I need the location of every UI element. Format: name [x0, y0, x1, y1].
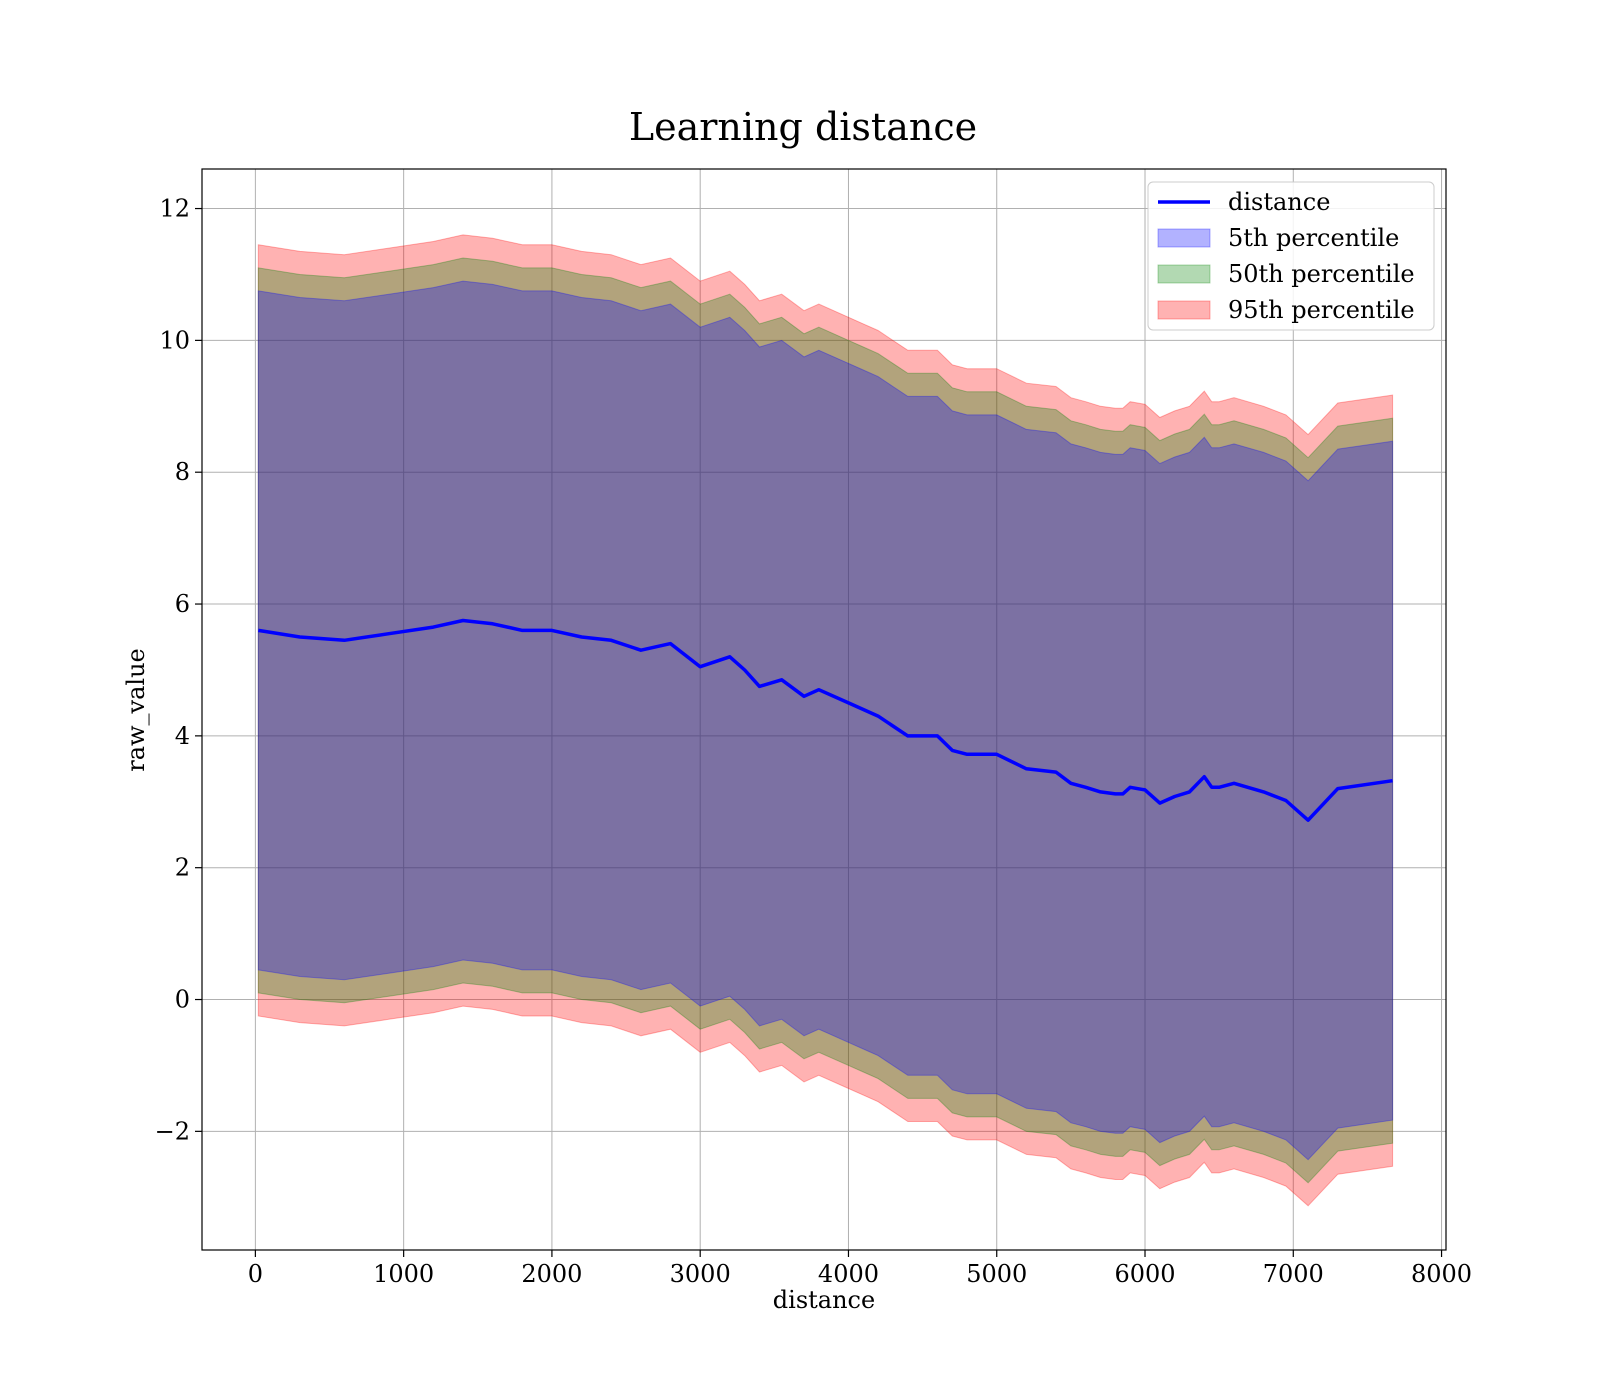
legend: distance 5th percentile 50th percentile 95t…	[1147, 181, 1435, 331]
band-5th-percentile	[257, 280, 1394, 1161]
legend-swatch	[1157, 228, 1211, 248]
legend-label: 5th percentile	[1228, 224, 1399, 252]
x-tick-label: 5000	[966, 1260, 1027, 1288]
x-tick-label: 4000	[818, 1260, 879, 1288]
line-distance	[258, 618, 1393, 822]
band-95th-percentile	[257, 234, 1394, 1207]
plot-frame	[201, 168, 1447, 1251]
x-axis-label: distance	[773, 1286, 875, 1314]
series-lines	[258, 618, 1393, 822]
x-tick-label: 7000	[1263, 1260, 1324, 1288]
y-tick-label: 2	[175, 854, 190, 882]
y-tick-label: −2	[155, 1117, 190, 1145]
y-tick-label: 6	[175, 590, 190, 618]
band-50th-percentile	[257, 257, 1394, 1184]
percentile-bands	[257, 234, 1394, 1207]
y-tick-label: 12	[159, 195, 190, 223]
x-tick-label: 6000	[1114, 1260, 1175, 1288]
plot-area	[202, 169, 1446, 1250]
chart-title: Learning distance	[629, 105, 977, 149]
y-tick-label: 0	[175, 986, 190, 1014]
y-tick-label: 10	[159, 326, 190, 354]
legend-label: 50th percentile	[1228, 260, 1415, 288]
y-axis-ticks: 12 10 8 6 4 2 0 −2	[155, 195, 202, 1145]
grid	[202, 169, 1446, 1250]
x-axis-ticks: 0 1000 2000 3000 4000 5000 6000 7000 8000	[248, 1250, 1472, 1288]
legend-box	[1147, 181, 1435, 331]
x-tick-label: 8000	[1411, 1260, 1472, 1288]
legend-label: 95th percentile	[1228, 296, 1415, 324]
x-tick-label: 0	[248, 1260, 263, 1288]
y-tick-label: 8	[175, 458, 190, 486]
y-tick-label: 4	[175, 722, 190, 750]
x-tick-label: 2000	[521, 1260, 582, 1288]
x-tick-label: 1000	[373, 1260, 434, 1288]
x-tick-label: 3000	[670, 1260, 731, 1288]
legend-label: distance	[1228, 188, 1330, 216]
legend-swatch	[1157, 264, 1211, 284]
y-axis-label: raw_value	[122, 648, 150, 772]
legend-swatch	[1157, 300, 1211, 320]
